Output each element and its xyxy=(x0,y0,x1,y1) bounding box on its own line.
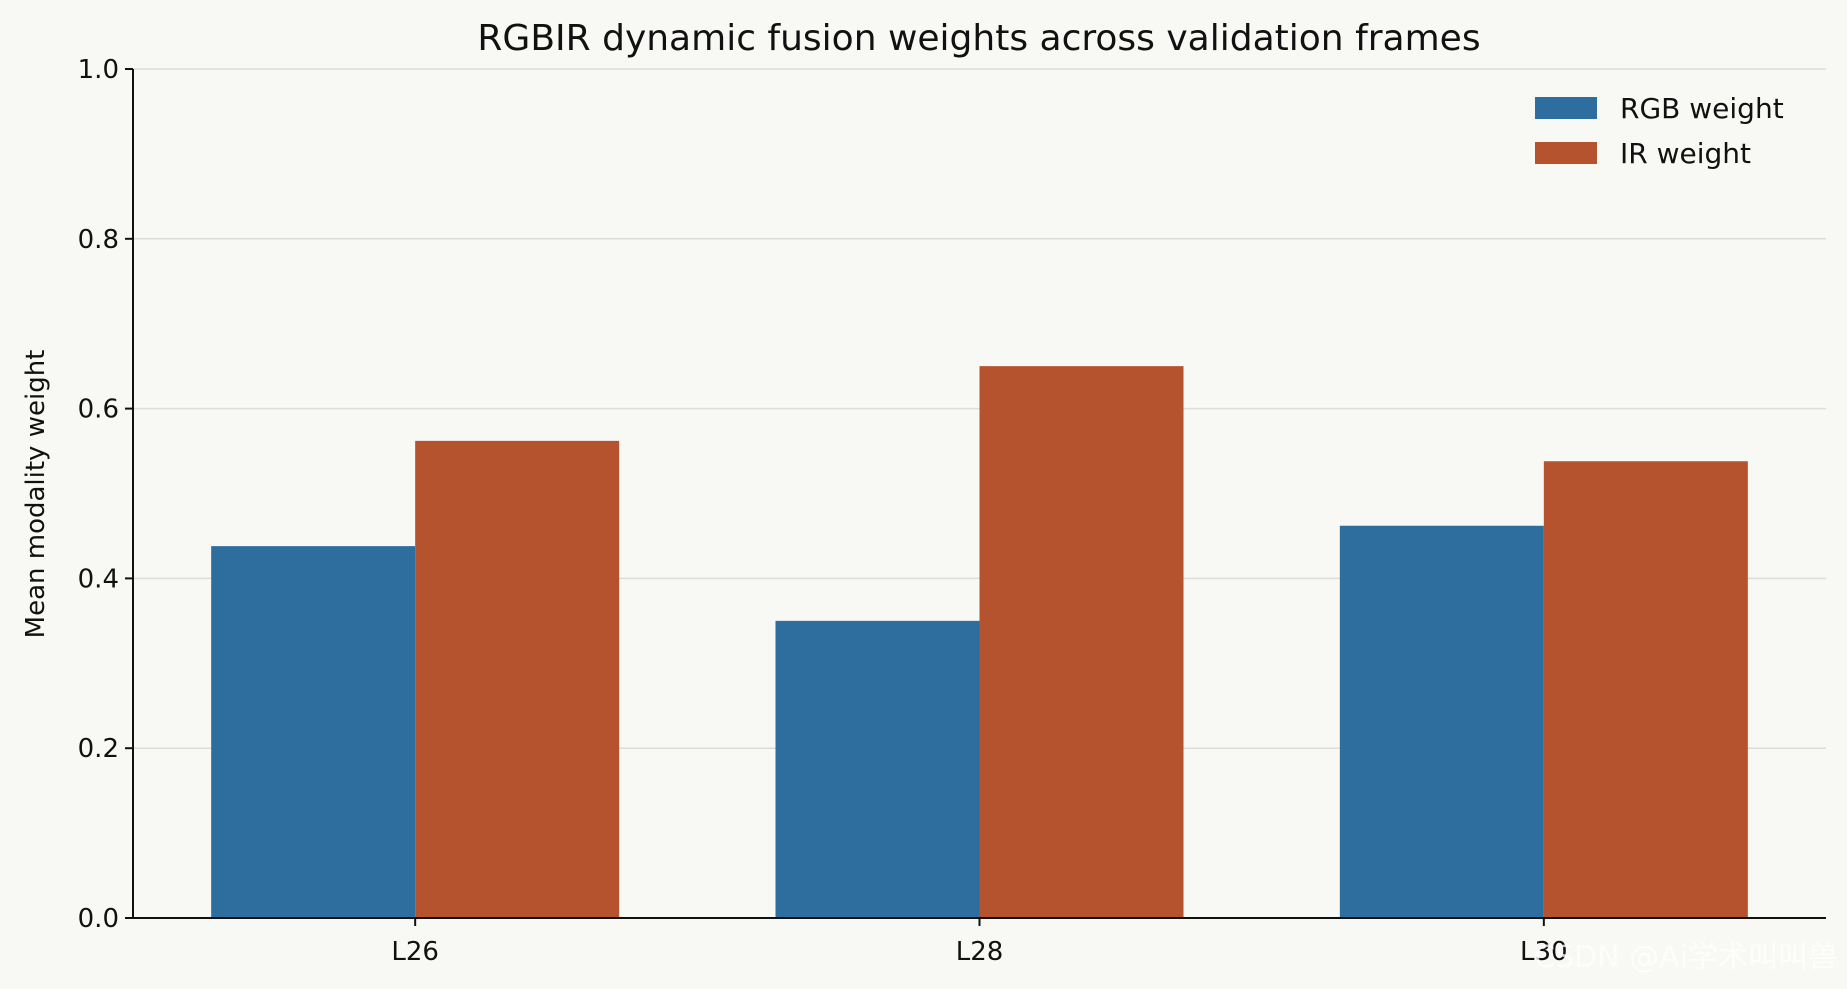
bars xyxy=(211,366,1748,918)
y-tick-label-5: 1.0 xyxy=(78,55,119,85)
legend-label-ir-weight: IR weight xyxy=(1620,137,1751,170)
legend-swatch-ir-weight xyxy=(1535,142,1597,164)
y-tick-label-2: 0.4 xyxy=(78,564,119,594)
x-tick-label-l26: L26 xyxy=(391,937,439,967)
x-tick-label-l28: L28 xyxy=(956,937,1004,967)
legend-swatch-rgb-weight xyxy=(1535,97,1597,119)
bar-rgb-weight-l28 xyxy=(775,620,980,918)
y-tick-label-3: 0.6 xyxy=(78,395,119,425)
bar-ir-weight-l30 xyxy=(1543,461,1748,918)
legend: RGB weight IR weight xyxy=(1535,92,1784,170)
bar-ir-weight-l28 xyxy=(979,366,1184,918)
bar-rgb-weight-l26 xyxy=(211,546,416,918)
bar-ir-weight-l26 xyxy=(415,440,620,918)
chart-title: RGBIR dynamic fusion weights across vali… xyxy=(477,18,1480,59)
y-axis-ticks: 0.0 0.2 0.4 0.6 0.8 1.0 xyxy=(78,55,133,934)
x-tick-label-l30: L30 xyxy=(1520,937,1568,967)
y-tick-label-1: 0.2 xyxy=(78,734,119,764)
x-axis-ticks: L26 L28 L30 xyxy=(391,918,1568,967)
bar-rgb-weight-l30 xyxy=(1339,525,1544,918)
y-tick-label-4: 0.8 xyxy=(78,225,119,255)
watermark: CSDN @Ai学术叫叫兽 xyxy=(1534,940,1838,975)
y-axis-label: Mean modality weight xyxy=(21,350,51,639)
y-tick-label-0: 0.0 xyxy=(78,904,119,934)
legend-label-rgb-weight: RGB weight xyxy=(1620,92,1784,125)
